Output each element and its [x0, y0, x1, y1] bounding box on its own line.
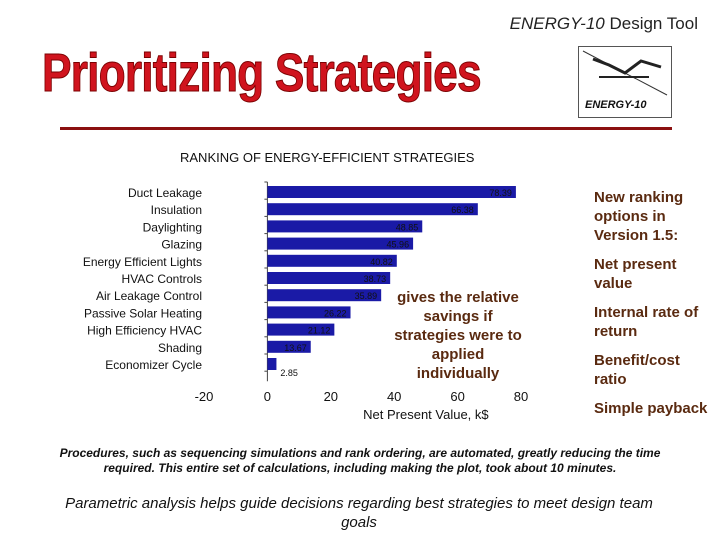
category-label: Daylighting	[143, 220, 202, 234]
bar	[267, 340, 311, 353]
category-label: Duct Leakage	[128, 186, 202, 200]
title-divider	[60, 127, 672, 130]
data-label: 2.85	[280, 368, 298, 378]
data-label: 45.96	[387, 240, 410, 250]
x-tick-label: 80	[514, 389, 528, 404]
x-tick-label: 0	[264, 389, 271, 404]
category-label: Passive Solar Heating	[84, 306, 202, 320]
bar	[267, 237, 414, 250]
bar	[267, 358, 277, 370]
data-label: 78.39	[489, 188, 512, 198]
data-label: 35.89	[355, 291, 378, 301]
data-label: 48.85	[396, 222, 419, 232]
options-intro: New ranking options in Version 1.5:	[594, 189, 684, 244]
x-tick-label: 20	[324, 389, 338, 404]
category-label: Air Leakage Control	[96, 289, 202, 303]
option-item: Net present value	[594, 256, 677, 292]
data-label: 21.12	[308, 326, 331, 336]
data-label: 40.82	[370, 257, 393, 267]
bar	[267, 186, 516, 198]
option-item: Internal rate of return	[594, 304, 699, 340]
slide-title: Prioritizing Strategies	[42, 43, 482, 104]
data-label: 26.22	[324, 308, 347, 318]
category-label: Glazing	[161, 238, 202, 252]
category-label: HVAC Controls	[122, 272, 202, 286]
bar	[267, 306, 351, 319]
option-item: Simple payback	[594, 400, 708, 417]
bar	[267, 323, 335, 336]
category-label: Energy Efficient Lights	[83, 255, 202, 269]
logo-text: ENERGY-10	[585, 99, 647, 111]
bar	[267, 254, 397, 267]
category-label: Insulation	[151, 203, 202, 217]
data-label: 38.73	[364, 274, 387, 284]
conclusion: Parametric analysis helps guide decision…	[65, 495, 653, 531]
bar	[267, 220, 423, 233]
category-label: Shading	[158, 341, 202, 355]
category-label: High Efficiency HVAC	[87, 324, 202, 338]
tool-suffix: Design Tool	[604, 14, 698, 33]
data-label: 13.67	[284, 343, 307, 353]
logo-graphic-icon	[582, 50, 668, 96]
option-item: Benefit/cost ratio	[594, 352, 680, 388]
x-axis-label: Net Present Value, k$	[363, 407, 489, 422]
chart-annotation: gives the relative savings if strategies…	[394, 289, 522, 382]
bar	[267, 289, 382, 302]
bar	[267, 203, 478, 216]
footnote: Procedures, such as sequencing simulatio…	[59, 446, 661, 475]
bar	[267, 272, 391, 284]
bar-chart: Duct Leakage 78.39 Insulation 66.38 Daylight…	[83, 181, 528, 422]
x-tick-label: 60	[450, 389, 464, 404]
category-label: Economizer Cycle	[105, 358, 202, 372]
chart-title: RANKING OF ENERGY-EFFICIENT STRATEGIES	[180, 150, 475, 165]
ranking-options-list: New ranking options in Version 1.5: Net …	[594, 188, 714, 428]
tool-title: ENERGY-10 Design Tool	[510, 14, 698, 34]
x-tick-label: 40	[387, 389, 401, 404]
x-tick-label: -20	[195, 389, 214, 404]
data-label: 66.38	[451, 205, 474, 215]
tool-brand: ENERGY-10	[509, 14, 605, 33]
energy10-logo	[578, 46, 672, 118]
